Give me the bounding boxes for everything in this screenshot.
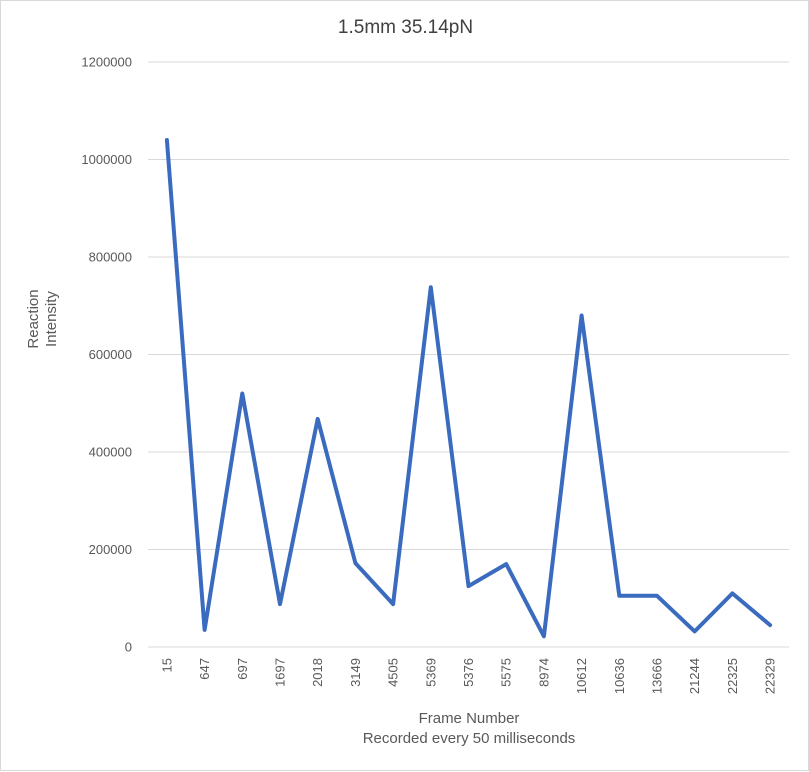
x-tick-label: 2018 [310, 658, 325, 687]
x-tick-label: 5369 [423, 658, 438, 687]
y-tick-label: 600000 [89, 347, 132, 362]
x-tick-label: 10612 [574, 658, 589, 694]
y-axis-title-line2: Intensity [43, 289, 61, 348]
x-tick-label: 22325 [725, 658, 740, 694]
y-axis-ticks: 0 200000 400000 600000 800000 1000000 1200000 [81, 55, 132, 655]
x-tick-label: 21244 [687, 658, 702, 694]
x-tick-label: 13666 [650, 658, 665, 694]
x-tick-label: 5376 [461, 658, 476, 687]
x-tick-label: 15 [159, 658, 174, 672]
x-tick-label: 10636 [612, 658, 627, 694]
x-tick-label: 697 [235, 658, 250, 680]
x-tick-label: 647 [197, 658, 212, 680]
x-tick-label: 3149 [348, 658, 363, 687]
y-tick-label: 800000 [89, 250, 132, 265]
x-tick-label: 5575 [499, 658, 514, 687]
y-tick-label: 200000 [89, 542, 132, 557]
y-axis-title: Reaction Intensity [25, 289, 61, 348]
x-axis-title-line1: Frame Number [149, 709, 789, 729]
x-axis-title: Frame Number Recorded every 50 milliseco… [149, 709, 789, 749]
y-tick-label: 1200000 [81, 55, 132, 70]
gridlines [148, 62, 789, 647]
x-axis-title-line2: Recorded every 50 milliseconds [149, 729, 789, 749]
y-tick-label: 1000000 [81, 152, 132, 167]
series-line [167, 140, 770, 636]
x-axis-ticks: 15 647 697 1697 2018 3149 4505 5369 5376 5575 8974… [159, 658, 777, 694]
y-tick-label: 0 [125, 640, 132, 655]
x-tick-label: 1697 [272, 658, 287, 687]
y-axis-title-line1: Reaction [25, 289, 43, 348]
series-layer [167, 140, 770, 636]
y-tick-label: 400000 [89, 445, 132, 460]
x-tick-label: 4505 [386, 658, 401, 687]
x-tick-label: 8974 [536, 658, 551, 687]
x-tick-label: 22329 [763, 658, 778, 694]
